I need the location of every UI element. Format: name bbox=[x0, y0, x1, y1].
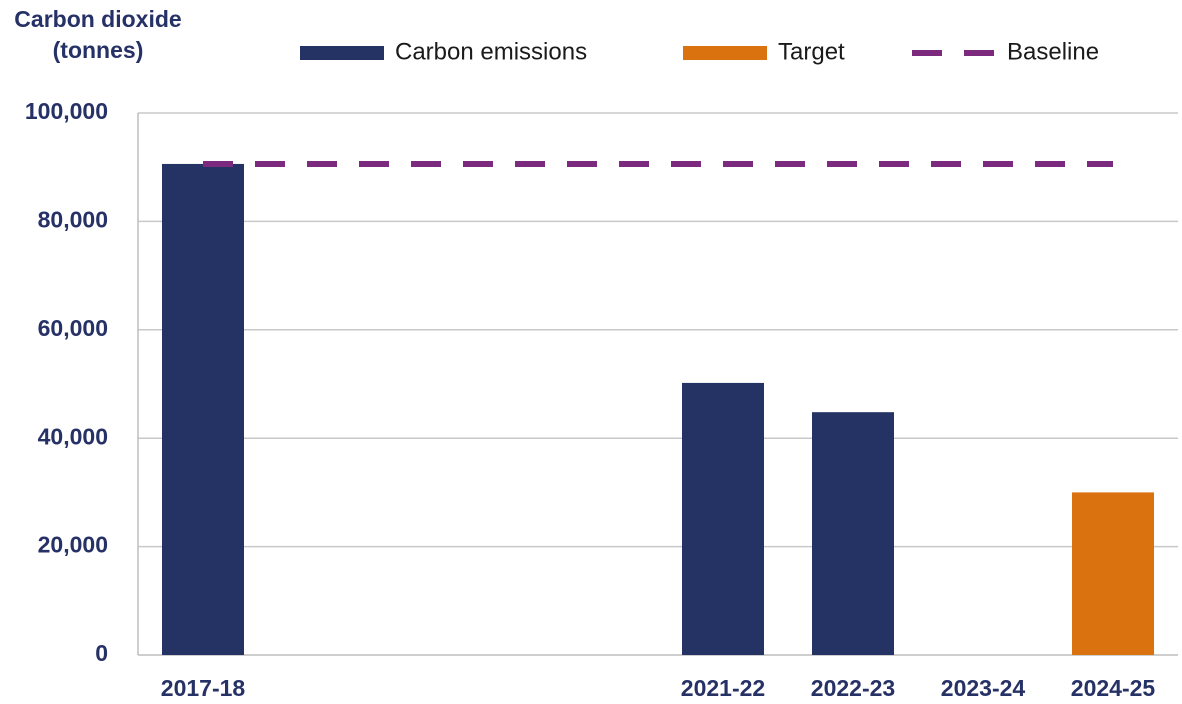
y-tick-label: 0 bbox=[95, 640, 108, 666]
bar bbox=[162, 163, 244, 655]
x-tick-label: 2021-22 bbox=[681, 675, 765, 701]
legend-label: Baseline bbox=[1007, 38, 1099, 65]
legend-swatch bbox=[683, 46, 767, 60]
y-axis-label: Carbon dioxide (tonnes) bbox=[14, 6, 182, 63]
legend-swatch bbox=[300, 46, 384, 60]
y-tick-label: 20,000 bbox=[38, 532, 108, 558]
x-tick-label: 2022-23 bbox=[811, 675, 895, 701]
y-tick-label: 60,000 bbox=[38, 315, 108, 341]
bar bbox=[682, 382, 764, 655]
bar bbox=[812, 412, 894, 655]
y-tick-label: 40,000 bbox=[38, 423, 108, 449]
legend-label: Target bbox=[778, 38, 845, 65]
legend-label: Carbon emissions bbox=[395, 38, 587, 65]
y-tick-label: 100,000 bbox=[25, 98, 108, 124]
y-tick-label: 80,000 bbox=[38, 206, 108, 232]
x-tick-label: 2024-25 bbox=[1071, 675, 1156, 701]
x-tick-label: 2023-24 bbox=[941, 675, 1026, 701]
bar bbox=[1072, 492, 1154, 655]
x-tick-label: 2017-18 bbox=[161, 675, 246, 701]
